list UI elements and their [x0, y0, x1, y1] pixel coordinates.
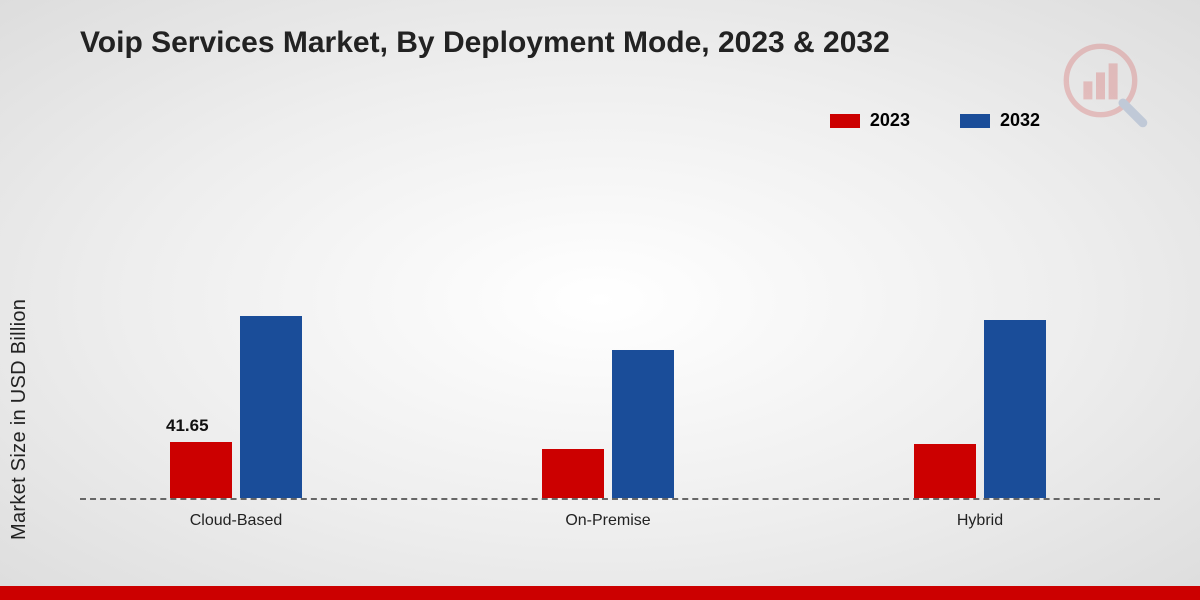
legend-swatch-2023 — [830, 114, 860, 128]
bar-cloud-2032 — [240, 316, 302, 498]
bar-cloud-2023 — [170, 442, 232, 498]
chart-page: Voip Services Market, By Deployment Mode… — [0, 0, 1200, 600]
footer-accent-bar — [0, 586, 1200, 600]
category-label-onprem: On-Premise — [548, 512, 668, 530]
plot-area: 41.65 Cloud-Based On-Premise Hybrid — [80, 170, 1160, 540]
bar-onprem-2032 — [612, 350, 674, 499]
chart-title: Voip Services Market, By Deployment Mode… — [80, 26, 890, 60]
legend: 2023 2032 — [830, 110, 1040, 131]
bar-hybrid-2032 — [984, 320, 1046, 498]
value-label-cloud-2023: 41.65 — [166, 416, 209, 436]
brand-logo-icon — [1060, 40, 1150, 130]
bar-hybrid-2023 — [914, 444, 976, 498]
category-label-cloud: Cloud-Based — [176, 512, 296, 530]
legend-item-2023: 2023 — [830, 110, 910, 131]
y-axis-label: Market Size in USD Billion — [8, 299, 31, 540]
bar-onprem-2023 — [542, 449, 604, 498]
legend-swatch-2032 — [960, 114, 990, 128]
legend-item-2032: 2032 — [960, 110, 1040, 131]
legend-label-2023: 2023 — [870, 110, 910, 131]
x-axis-baseline — [80, 498, 1160, 500]
legend-label-2032: 2032 — [1000, 110, 1040, 131]
category-label-hybrid: Hybrid — [920, 512, 1040, 530]
